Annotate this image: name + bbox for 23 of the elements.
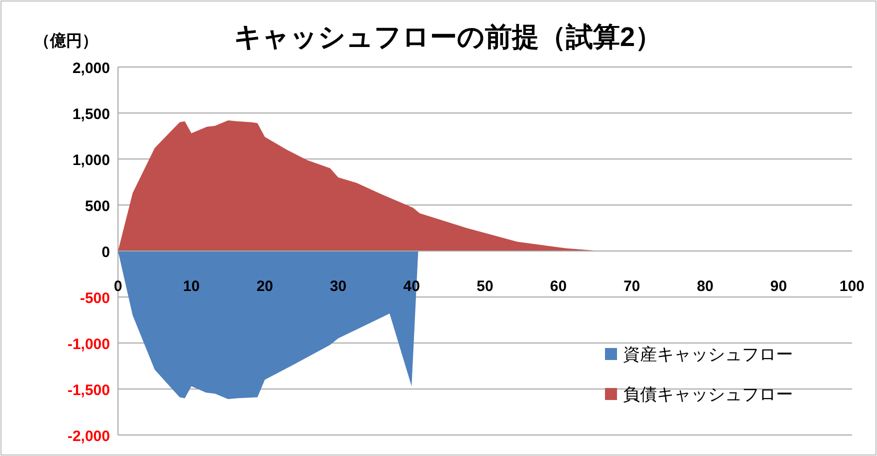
y-tick-label: 500 (84, 198, 110, 215)
y-tick-label: -2,000 (67, 428, 110, 445)
y-tick-label: -500 (80, 290, 110, 307)
y-tick-label: 2,000 (72, 60, 110, 77)
x-tick-label: 50 (476, 278, 494, 295)
y-tick-label: 1,000 (72, 152, 110, 169)
x-tick-label: 70 (623, 278, 640, 295)
x-tick-label: 90 (770, 278, 787, 295)
y-tick-label: 1,500 (72, 106, 110, 123)
legend-label: 負債キャッシュフロー (623, 385, 793, 404)
y-tick-label: -1,500 (67, 382, 110, 399)
x-tick-label: 30 (330, 278, 347, 295)
x-tick-label: 0 (114, 278, 122, 295)
x-tick-label: 100 (839, 278, 865, 295)
y-tick-label: 0 (102, 244, 110, 261)
legend-label: 資産キャッシュフロー (623, 345, 793, 364)
chart-title: キャッシュフローの前提（試算2） (234, 22, 662, 52)
y-tick-label: -1,000 (67, 336, 110, 353)
y-axis-title: （億円） (34, 32, 98, 50)
x-tick-label: 20 (256, 278, 274, 295)
x-tick-label: 10 (183, 278, 200, 295)
x-tick-label: 60 (550, 278, 567, 295)
x-tick-label: 80 (696, 278, 714, 295)
